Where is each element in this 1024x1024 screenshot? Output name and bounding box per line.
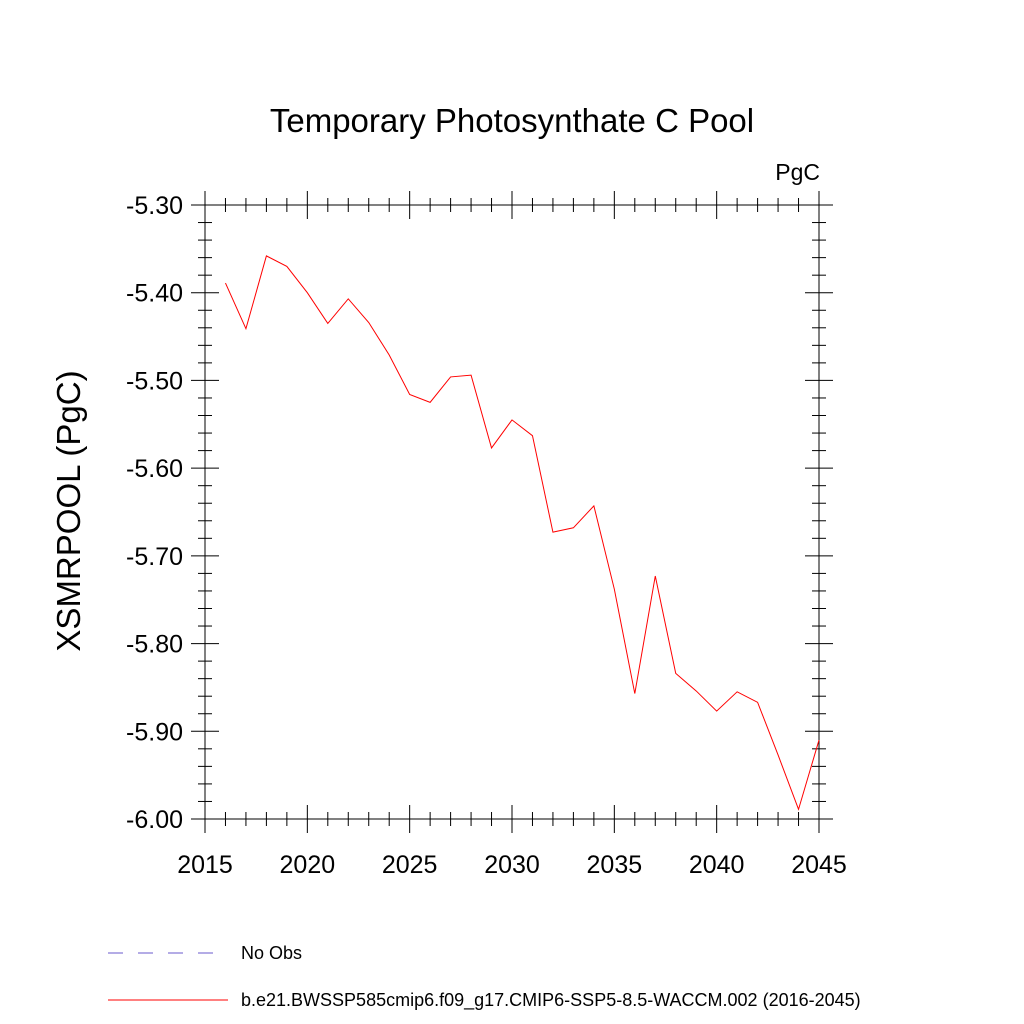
y-tick-label: -5.30	[126, 192, 183, 220]
x-tick-labels: 2015 2020 2025 2030 2035 2040 2045	[177, 851, 847, 879]
x-tick-label: 2015	[177, 851, 233, 879]
legend-label-series: b.e21.BWSSP585cmip6.f09_g17.CMIP6-SSP5-8…	[241, 990, 861, 1011]
y-tick-labels: -6.00 -5.90 -5.80 -5.70 -5.60 -5.50 -5.40 -5.30	[126, 192, 183, 834]
y-tick-label: -5.40	[126, 280, 183, 308]
units-label: PgC	[775, 159, 820, 185]
plot-area: -6.00 -5.90 -5.80 -5.70 -5.60 -5.50 -5.40 -5.30…	[126, 191, 847, 879]
y-tick-label: -5.80	[126, 631, 183, 659]
major-ticks	[191, 191, 833, 833]
x-tick-label: 2025	[382, 851, 438, 879]
plot-frame	[204, 204, 820, 820]
x-tick-label: 2020	[280, 851, 336, 879]
x-tick-label: 2045	[791, 851, 847, 879]
x-tick-label: 2035	[587, 851, 643, 879]
minor-ticks	[198, 198, 826, 826]
y-tick-label: -5.90	[126, 718, 183, 746]
series-line	[225, 255, 820, 811]
y-tick-label: -5.70	[126, 543, 183, 571]
y-axis-label: XSMRPOOL (PgC)	[50, 370, 87, 651]
chart-title: Temporary Photosynthate C Pool	[270, 102, 754, 139]
series-points	[224, 254, 821, 810]
y-tick-label: -5.60	[126, 455, 183, 483]
x-tick-label: 2040	[689, 851, 745, 879]
x-tick-label: 2030	[484, 851, 540, 879]
y-tick-label: -6.00	[126, 806, 183, 834]
legend-label-no-obs: No Obs	[241, 943, 302, 963]
y-tick-label: -5.50	[126, 367, 183, 395]
legend: No Obs b.e21.BWSSP585cmip6.f09_g17.CMIP6…	[108, 943, 861, 1011]
